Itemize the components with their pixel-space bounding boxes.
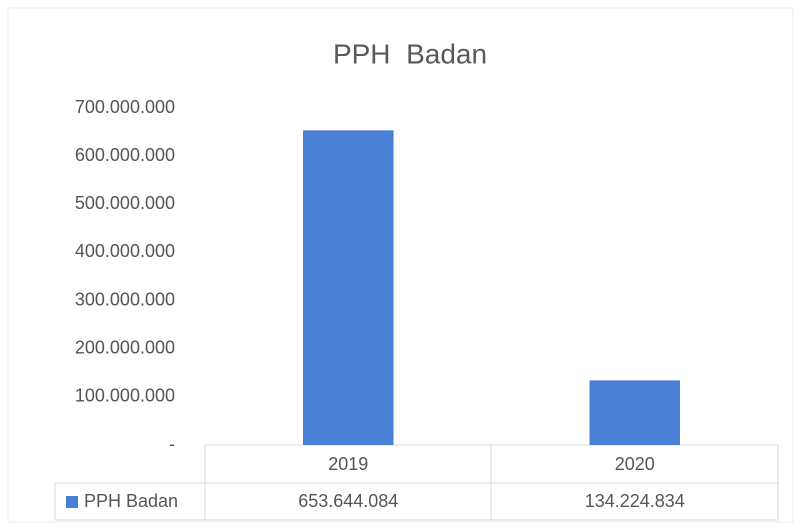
table-value: 134.224.834 <box>585 491 685 511</box>
y-tick-label: 100.000.000 <box>75 386 175 406</box>
bar <box>302 130 394 445</box>
y-tick-label: 600.000.000 <box>75 145 175 165</box>
x-tick-label: 2020 <box>615 454 655 474</box>
bar <box>589 380 681 445</box>
y-tick-label: - <box>169 434 175 454</box>
chart-title: PPH Badan <box>333 38 487 69</box>
y-tick-label: 200.000.000 <box>75 337 175 357</box>
x-tick-label: 2019 <box>328 454 368 474</box>
legend-marker <box>66 496 78 508</box>
legend-label: PPH Badan <box>84 491 178 511</box>
y-tick-label: 500.000.000 <box>75 193 175 213</box>
y-tick-label: 400.000.000 <box>75 241 175 261</box>
y-tick-label: 700.000.000 <box>75 97 175 117</box>
table-value: 653.644.084 <box>298 491 398 511</box>
y-tick-label: 300.000.000 <box>75 289 175 309</box>
